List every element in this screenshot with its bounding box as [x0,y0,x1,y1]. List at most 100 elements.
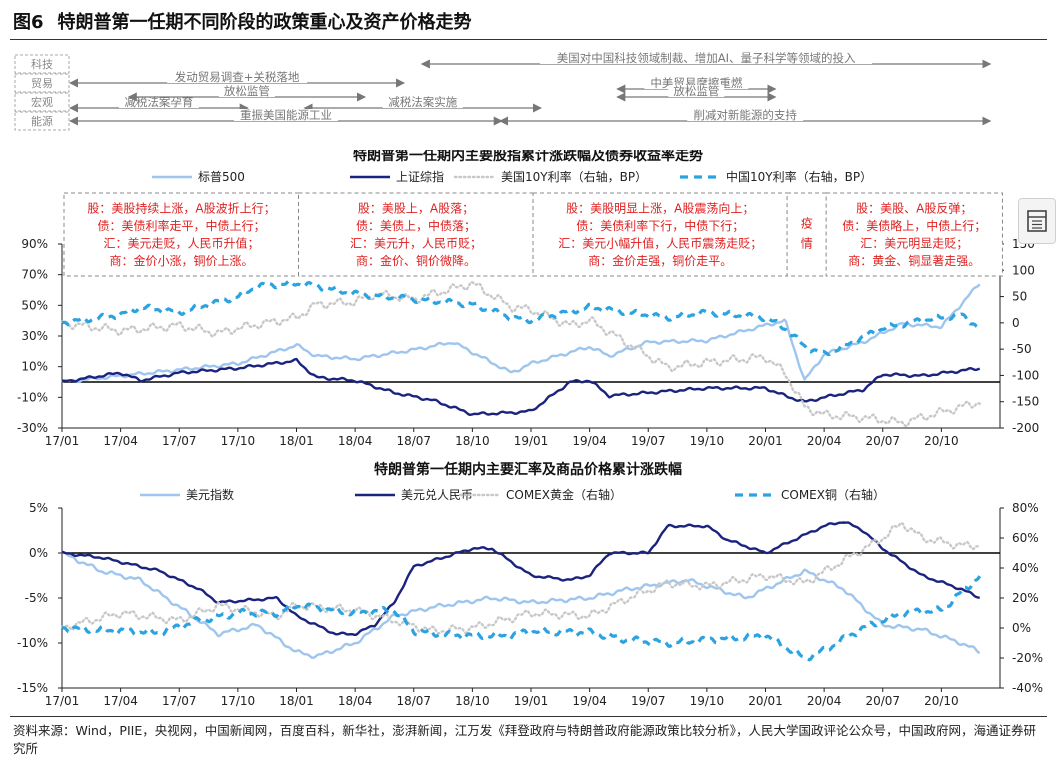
legend-label: COMEX铜（右轴） [781,487,885,502]
x-tick-label: 18/07 [396,434,431,448]
timeline-category-box [14,54,70,74]
annotation-box: 股：美股、A股反弹； 债：美债略上，中债上行； 汇：美元明显走贬； 商：黄金、铜显著走… [825,192,1003,277]
timeline-label: 重振美国能源工业 [240,108,332,122]
x-tick-label: 17/10 [221,434,256,448]
right-tick-label: 20% [1012,591,1039,605]
annotation-frame [298,192,534,277]
annotation-line: 债：美债略上，中债上行； [842,218,986,233]
timeline-label-bg [382,96,463,108]
left-tick-label: 0% [29,546,48,560]
series-line [61,551,981,659]
side-panel-button[interactable] [1018,198,1056,244]
x-tick-label: 18/07 [396,694,431,708]
timeline-category-box [14,73,70,93]
annotation-line: 情 [801,237,813,251]
series-line [61,357,981,416]
series-line [60,280,981,428]
timeline-event: 重振美国能源工业 [69,108,503,126]
annotation-line: 股：美股、A股反弹； [856,202,972,216]
annotation-line: 股：美股上，A股落； [358,202,474,216]
annotation-line: 商：金价走强，铜价走平。 [588,253,732,268]
annotation-line: 汇：美元明显走贬； [860,237,968,251]
top-divider [10,39,1047,40]
x-tick-label: 17/01 [45,434,80,448]
timeline-label-bg [218,85,275,97]
left-tick-label: 10% [21,360,48,374]
annotation-box: 股：美股明显上涨，A股震荡向上； 债：美债利率下行，中债下行； 汇：美元小幅升值，人… [532,192,788,277]
left-tick-label: 70% [21,268,48,282]
x-tick-label: 19/01 [514,694,549,708]
timeline-event: 削减对新能源的支持 [499,108,992,126]
right-tick-label: 100 [1012,263,1035,277]
right-tick-label: 60% [1012,531,1039,545]
left-tick-label: -30% [17,421,48,435]
x-tick-label: 20/01 [748,434,783,448]
right-tick-label: 0 [1012,316,1020,330]
annotation-line: 汇：美元走贬，人民币升值； [103,236,259,251]
annotation-frame [532,192,788,277]
series-line [61,279,980,357]
timeline-label: 减税法案实施 [388,95,457,109]
timeline-label-bg [687,109,804,121]
x-tick-label: 19/01 [514,434,549,448]
right-tick-label: -50 [1012,342,1032,356]
right-tick-label: -100 [1012,368,1039,382]
legend-label: 标普500 [198,170,245,184]
x-tick-label: 18/01 [279,694,314,708]
right-tick-label: 50 [1012,290,1027,304]
x-tick-label: 17/04 [103,694,138,708]
x-tick-label: 17/01 [45,694,80,708]
annotation-line: 债：美债上，中债落； [356,218,476,233]
left-tick-label: 5% [29,501,48,515]
left-tick-label: -10% [17,636,48,650]
x-tick-label: 18/10 [455,434,490,448]
annotation-line: 商：金价小涨，铜价上涨。 [109,253,253,268]
timeline-category-label: 宏观 [31,95,53,109]
annotation-box: 股：美股持续上涨，A股波折上行； 债：美债利率走平，中债上行； 汇：美元走贬，人民币… [63,192,300,277]
right-tick-label: 80% [1012,501,1039,515]
right-tick-label: -200 [1012,421,1039,435]
x-tick-label: 17/04 [103,434,138,448]
series-line [61,521,980,636]
source-note: 资料来源：Wind，PIIE，央视网，中国新闻网，百度百科，新华社，澎湃新闻，江… [13,723,1036,756]
figure-title: 图6 特朗普第一任期不同阶段的政策重心及资产价格走势 [13,6,472,36]
right-tick-label: -150 [1012,395,1039,409]
right-tick-label: -20% [1012,651,1043,665]
left-tick-label: 30% [21,329,48,343]
legend-label: 美元兑人民币 [401,488,473,502]
series-line [61,283,981,384]
timeline-category-box [14,111,70,131]
bottom-divider [10,716,1047,717]
figure-title-text: 特朗普第一任期不同阶段的政策重心及资产价格走势 [57,12,472,33]
annotation-frame [825,192,1003,277]
timeline-event: 放松监管 [127,84,367,102]
timeline-category-label: 科技 [31,57,53,71]
right-tick-label: 0% [1012,621,1031,635]
left-tick-label: -5% [25,591,48,605]
table-view-icon [1027,210,1047,232]
annotation-frame [786,192,828,277]
figure-number: 图6 [13,12,44,33]
x-tick-label: 17/07 [162,694,197,708]
annotation-line: 商：黄金、铜显著走强。 [848,253,980,268]
timeline-label-bg [540,52,873,64]
x-tick-label: 20/01 [748,694,783,708]
legend-label: 上证综指 [396,169,444,184]
annotation-line: 汇：美元升，人民币贬； [350,237,482,251]
annotation-line: 股：美股持续上涨，A股波折上行； [87,201,275,216]
x-tick-label: 18/10 [455,694,490,708]
annotation-box: 股：美股上，A股落； 债：美债上，中债落； 汇：美元升，人民币贬； 商：金价、铜价微降… [298,192,534,277]
annotation-line: 股：美股明显上涨，A股震荡向上； [566,201,754,216]
right-tick-label: -40% [1012,681,1043,695]
timeline-label: 削减对新能源的支持 [693,108,797,122]
timeline-label: 放松监管 [673,84,719,98]
x-tick-label: 19/04 [572,434,607,448]
legend-label: 中国10Y利率（右轴，BP） [726,169,872,184]
legend-label: 美国10Y利率（右轴，BP） [501,169,647,184]
legend-label: 美元指数 [186,487,234,502]
timeline-label-bg [167,71,308,83]
x-tick-label: 19/07 [631,434,666,448]
legend-label: COMEX黄金（右轴） [506,487,622,502]
